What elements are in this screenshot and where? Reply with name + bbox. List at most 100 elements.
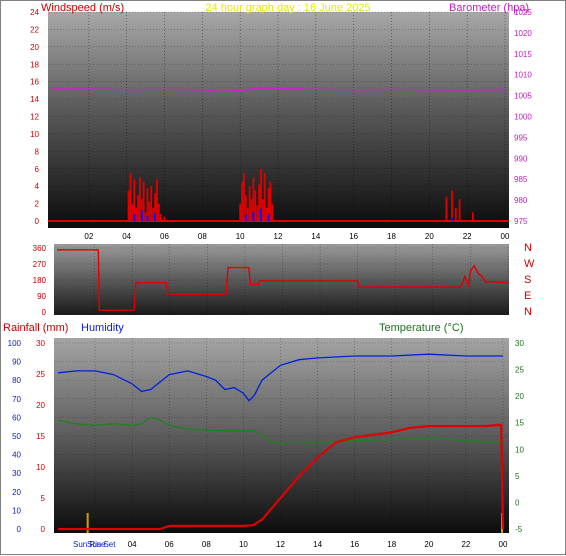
windspeed-bar — [137, 194, 139, 221]
wind-tick-label: 2 — [35, 200, 40, 209]
temp-tick-label: 25 — [515, 366, 524, 375]
wind-tick-label: 8 — [35, 147, 40, 156]
windspeed-bar — [261, 199, 264, 221]
hour-tick-label: 06 — [165, 540, 174, 549]
windspeed-bar — [471, 212, 474, 221]
wind-tick-label: 16 — [30, 78, 39, 87]
compass-label: N — [524, 306, 532, 318]
windspeed-axis-title: Windspeed (m/s) — [41, 2, 124, 14]
windspeed-bar — [263, 173, 266, 221]
temp-tick-label: 5 — [515, 472, 520, 481]
hour-tick-label: 10 — [236, 232, 245, 241]
windspeed-bar — [140, 199, 143, 221]
gust-bar — [259, 208, 262, 221]
weather-panel-bg — [54, 338, 509, 533]
temp-tick-label: 30 — [515, 339, 524, 348]
humidity-tick-label: 80 — [12, 376, 21, 385]
humidity-tick-label: 40 — [12, 451, 21, 460]
wind-tick-label: 20 — [30, 43, 39, 52]
temp-tick-label: 0 — [515, 498, 520, 507]
windspeed-bar — [133, 179, 136, 221]
windspeed-bar — [256, 205, 259, 221]
humidity-axis-title: Humidity — [81, 322, 124, 334]
windspeed-bar — [244, 194, 247, 221]
hour-tick-label: 18 — [387, 540, 396, 549]
hour-tick-label: 04 — [128, 540, 137, 549]
compass-label: W — [524, 258, 535, 270]
windspeed-bar — [127, 190, 130, 221]
humidity-tick-label: 90 — [12, 358, 21, 367]
hour-tick-label: 20 — [424, 540, 433, 549]
windspeed-bar — [163, 216, 166, 221]
hour-tick-label: 14 — [313, 540, 322, 549]
wind-tick-label: 0 — [35, 217, 40, 226]
wind-tick-label: 4 — [35, 182, 40, 191]
humidity-tick-label: 70 — [12, 395, 21, 404]
direction-tick-label: 0 — [42, 308, 47, 317]
humidity-tick-label: 10 — [12, 506, 21, 515]
sunrise-label: Sun Rise — [73, 540, 106, 549]
windspeed-bar — [135, 207, 138, 221]
hour-tick-label: 06 — [160, 232, 169, 241]
temperature-axis-title: Temperature (°C) — [379, 322, 463, 334]
rainfall-axis-title: Rainfall (mm) — [3, 322, 68, 334]
windspeed-bar — [250, 199, 253, 221]
windspeed-bar — [239, 203, 242, 221]
windspeed-bar — [159, 214, 162, 221]
windspeed-bar — [156, 179, 158, 221]
compass-label: N — [524, 242, 532, 254]
windspeed-bar — [451, 190, 453, 221]
rainfall-line — [58, 423, 505, 531]
rain-tick-label: 25 — [36, 370, 45, 379]
temp-tick-label: 15 — [515, 419, 524, 428]
temperature-line — [57, 416, 504, 445]
baro-tick-label: 985 — [514, 175, 528, 184]
windspeed-bar — [144, 212, 147, 221]
baro-tick-label: 1010 — [514, 71, 532, 80]
wind-direction-line — [57, 249, 509, 311]
windspeed-bar — [142, 181, 145, 221]
windspeed-bar — [148, 201, 151, 221]
gust-bar — [146, 215, 149, 221]
rain-tick-label: 10 — [36, 463, 45, 472]
wind-panel-bg — [48, 12, 509, 228]
barometer-axis-title: Barometer (hpa) — [449, 2, 529, 14]
windspeed-bar — [254, 190, 257, 221]
windspeed-bar — [269, 181, 272, 221]
barometer-line — [51, 87, 506, 93]
humidity-tick-label: 50 — [12, 432, 21, 441]
hour-tick-label: 08 — [202, 540, 211, 549]
baro-tick-label: 1015 — [514, 50, 532, 59]
compass-label: S — [524, 274, 531, 286]
temp-tick-label: 20 — [515, 392, 524, 401]
windspeed-bar — [260, 168, 262, 221]
hour-tick-label: 20 — [425, 232, 434, 241]
gust-bar — [252, 212, 255, 221]
hour-tick-label: 00 — [499, 540, 508, 549]
wind-tick-label: 18 — [30, 60, 39, 69]
humidity-line — [57, 353, 503, 402]
hour-tick-label: 16 — [349, 232, 358, 241]
hour-tick-label: 10 — [239, 540, 248, 549]
windspeed-bar — [267, 187, 270, 221]
windspeed-bar — [252, 177, 255, 221]
rain-tick-label: 30 — [36, 339, 45, 348]
axis-ticks: 0246810121416182022249759809859909951000… — [8, 8, 535, 549]
windspeed-bar — [246, 207, 249, 221]
windspeed-bar — [154, 193, 156, 221]
hour-tick-label: 02 — [84, 232, 93, 241]
wind-tick-label: 10 — [30, 130, 39, 139]
humidity-tick-label: 20 — [12, 488, 21, 497]
wind-tick-label: 24 — [30, 8, 39, 17]
baro-tick-label: 1005 — [514, 92, 532, 101]
hour-tick-label: 00 — [501, 232, 510, 241]
hour-tick-label: 12 — [276, 540, 285, 549]
hour-tick-label: 16 — [350, 540, 359, 549]
hour-tick-label: 22 — [463, 232, 472, 241]
windspeed-bar — [271, 203, 274, 221]
wind-tick-label: 14 — [30, 95, 39, 104]
direction-tick-label: 180 — [33, 276, 47, 285]
humidity-tick-label: 100 — [8, 339, 22, 348]
windspeed-bar — [157, 203, 160, 221]
